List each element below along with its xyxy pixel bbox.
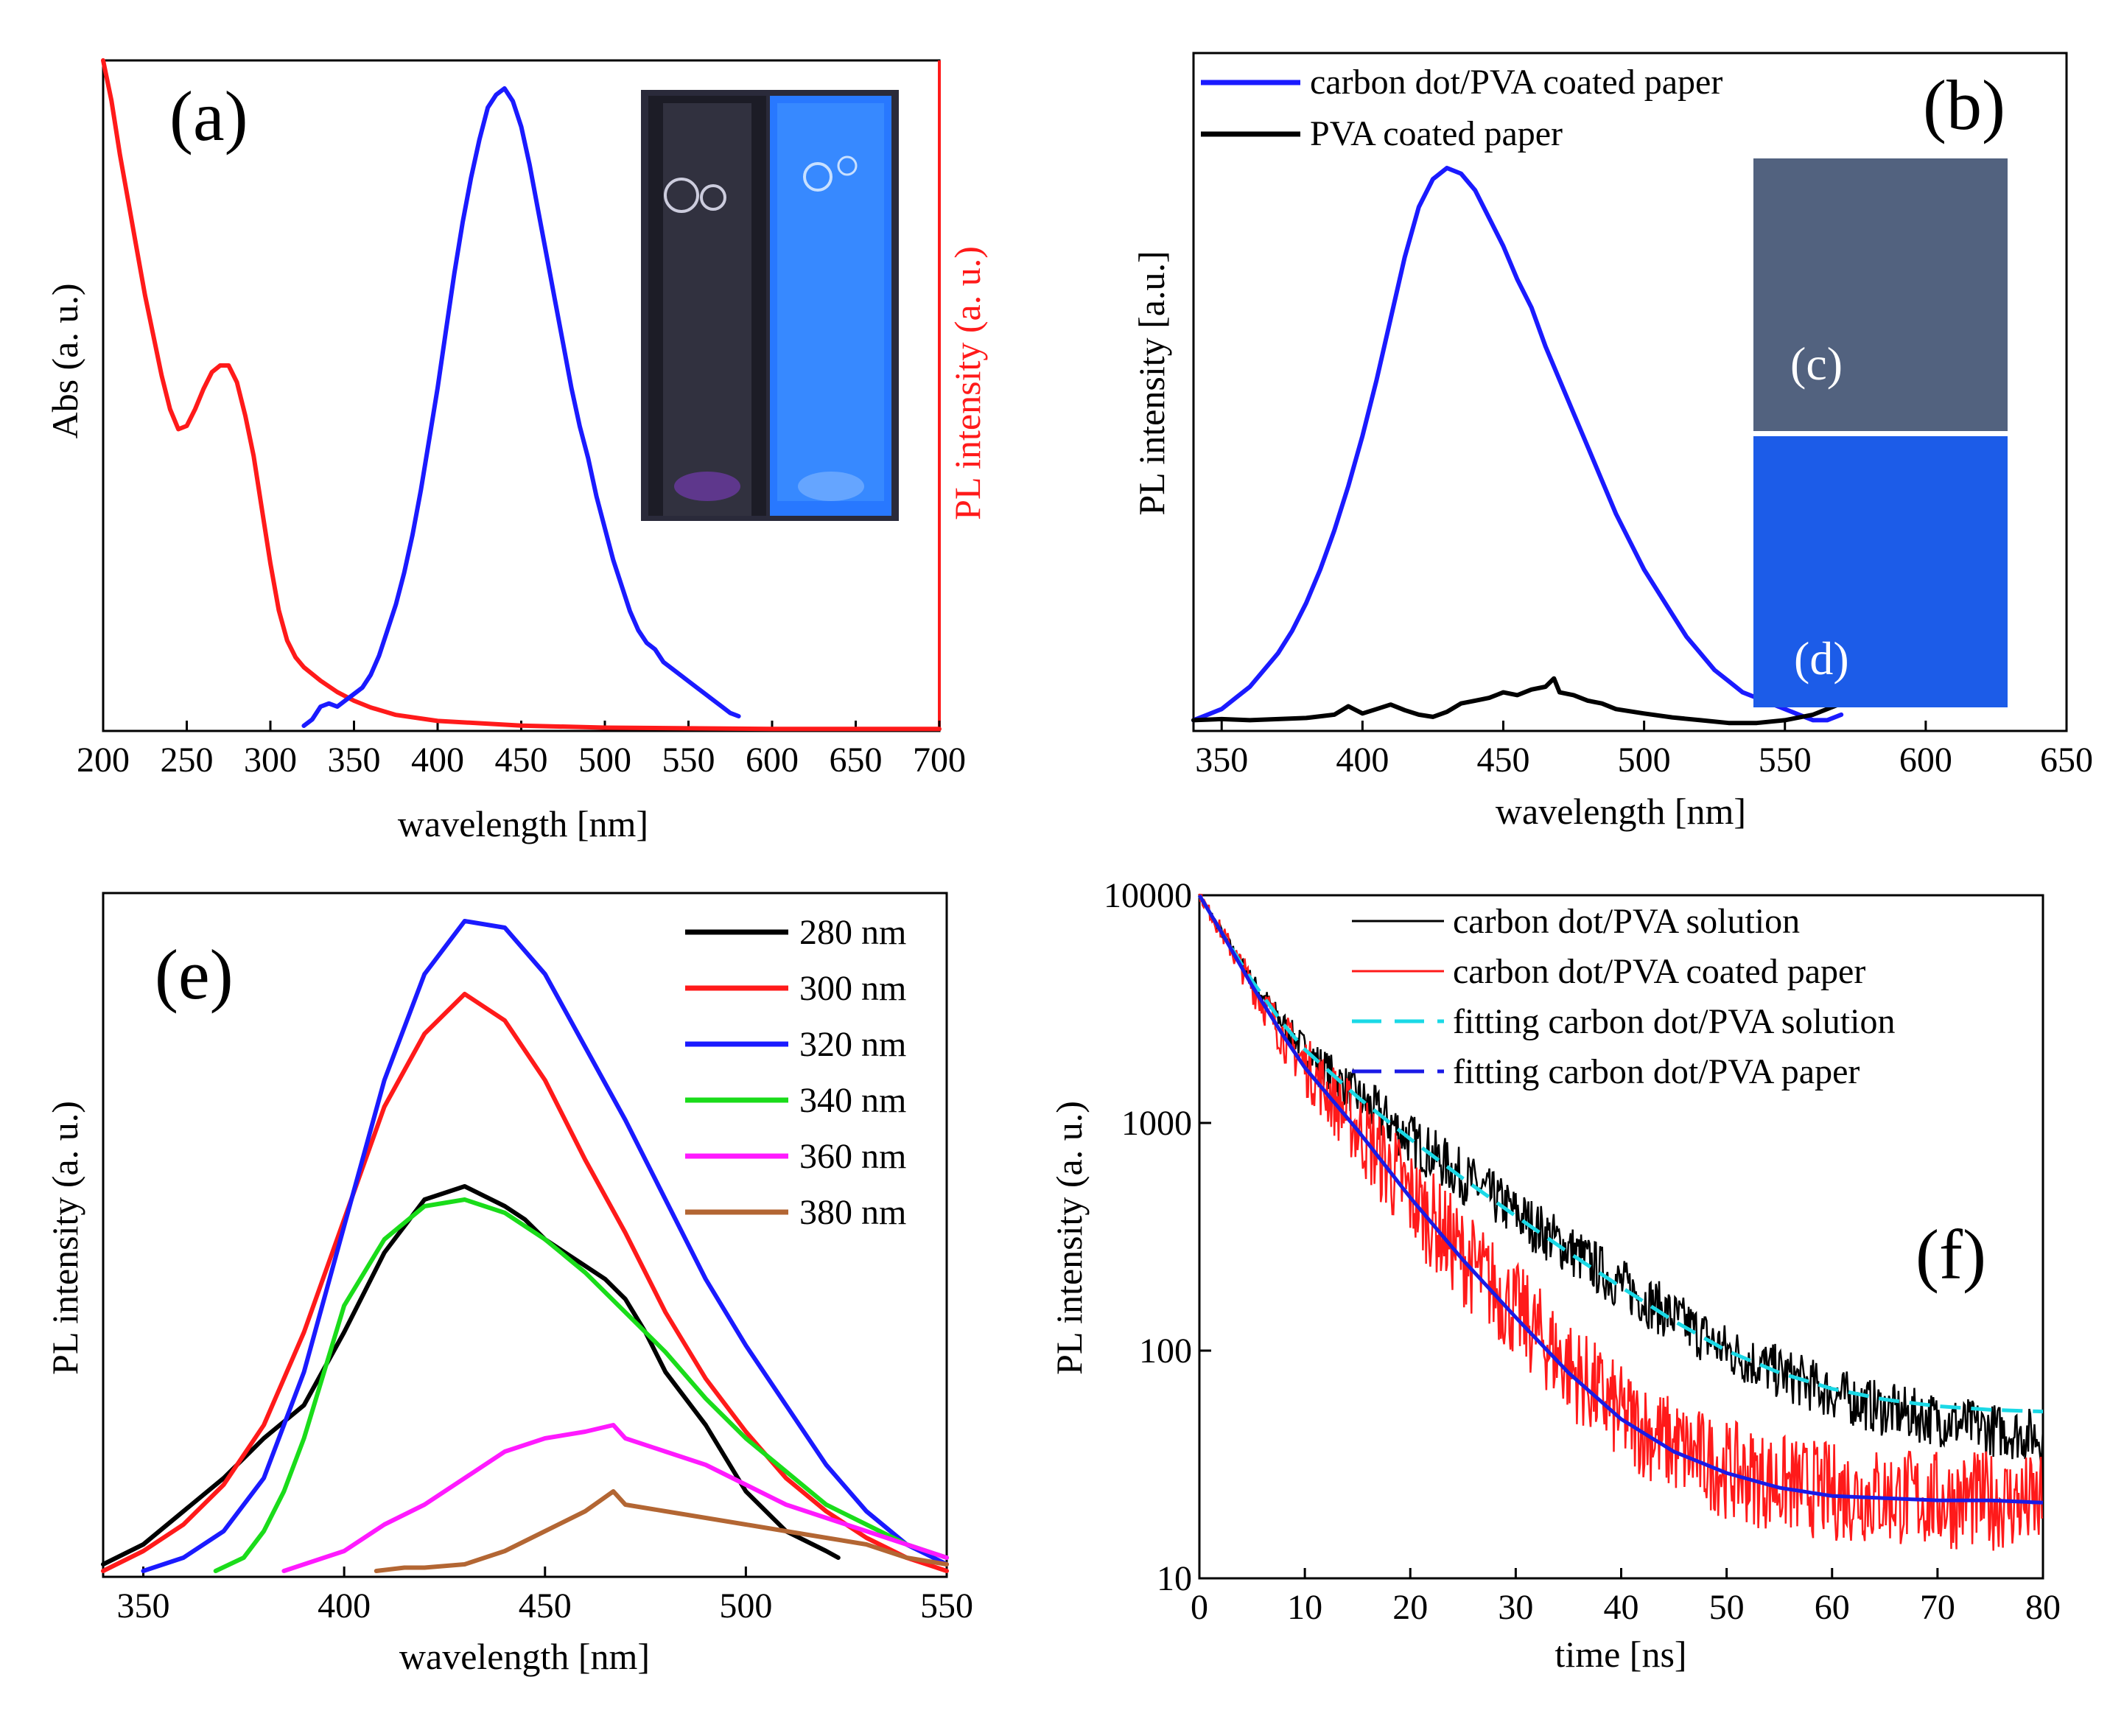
x-tick-label: 350: [328, 741, 381, 780]
x-tick-label: 0: [1191, 1588, 1208, 1627]
panel-b-curves: [1191, 166, 1844, 726]
panel-e-ylabel: PL intensity (a. u.): [44, 1101, 85, 1375]
panel-e-label: (e): [155, 935, 234, 1014]
legend-label-b-1: PVA coated paper: [1310, 114, 1563, 153]
cuvette-photo: [641, 90, 899, 521]
x-tick-label: 500: [719, 1586, 772, 1625]
x-tick-label: 500: [1618, 741, 1671, 780]
panel-f-label: (f): [1916, 1215, 1986, 1294]
panel-f-xlabel: time [ns]: [1555, 1634, 1686, 1675]
x-tick-label: 200: [77, 741, 130, 780]
y-tick-label: 10000: [1104, 876, 1192, 915]
panel-e-curves: [101, 919, 949, 1573]
x-tick-label: 350: [117, 1586, 170, 1625]
y-tick-label: 1000: [1121, 1104, 1192, 1143]
legend-label-f-0: carbon dot/PVA solution: [1453, 902, 1800, 941]
y-tick-label: 100: [1139, 1331, 1192, 1371]
panel-b-legend: carbon dot/PVA coated paper PVA coated p…: [1201, 63, 1722, 153]
panel-f-legend: carbon dot/PVA solution carbon dot/PVA co…: [1352, 902, 1895, 1091]
series-line-e-5: [374, 1489, 949, 1573]
x-tick-label: 550: [1759, 741, 1812, 780]
legend-label-b-0: carbon dot/PVA coated paper: [1310, 63, 1722, 102]
x-tick-label: 500: [578, 741, 631, 780]
panel-f-curves: [1197, 893, 2044, 1551]
panel-b-label: (b): [1923, 66, 2005, 144]
legend-label-f-3: fitting carbon dot/PVA paper: [1453, 1052, 1860, 1091]
series-line-b-1: [1191, 676, 1844, 726]
panel-b-xlabel: wavelength [nm]: [1496, 791, 1746, 832]
panel-a-ylabel-left: Abs (a. u.): [44, 283, 85, 438]
x-tick-label: 400: [1336, 741, 1389, 780]
series-line-b-0: [1191, 166, 1844, 723]
x-tick-label: 700: [913, 741, 966, 780]
legend-label-e-1: 300 nm: [799, 969, 906, 1008]
legend-label-f-2: fitting carbon dot/PVA solution: [1453, 1002, 1895, 1041]
panel-a-ylabel-right: PL intensity (a. u.): [947, 246, 988, 520]
x-tick-label: 600: [746, 741, 799, 780]
x-tick-label: 50: [1709, 1588, 1745, 1627]
series-line-e-0: [101, 1184, 841, 1567]
y-tick-label: 10: [1157, 1559, 1192, 1598]
x-tick-label: 10: [1287, 1588, 1322, 1627]
x-tick-label: 400: [411, 741, 464, 780]
x-tick-label: 250: [161, 741, 214, 780]
panel-a-x-ticks: 200 250 300 350 400 450 500 550 600 650 700: [77, 721, 966, 780]
panel-e-xlabel: wavelength [nm]: [399, 1636, 650, 1677]
legend-label-e-4: 360 nm: [799, 1137, 906, 1176]
legend-label-e-2: 320 nm: [799, 1025, 906, 1064]
legend-label-f-1: carbon dot/PVA coated paper: [1453, 952, 1865, 991]
series-line-pl: [301, 86, 741, 728]
panel-e-frame: [102, 892, 948, 1578]
series-line-e-2: [141, 919, 949, 1573]
x-tick-label: 30: [1498, 1588, 1533, 1627]
x-tick-label: 550: [662, 741, 715, 780]
panel-b-frame: [1192, 52, 2068, 732]
series-line-e-1: [101, 992, 949, 1573]
panel-a-xlabel: wavelength [nm]: [398, 803, 648, 844]
panel-a-label: (a): [169, 77, 248, 155]
series-line-f-2: [1197, 894, 2044, 1414]
x-tick-label: 300: [244, 741, 297, 780]
inset-c-label: (c): [1790, 337, 1843, 390]
panel-b-ylabel: PL intensity [a.u.]: [1131, 251, 1172, 515]
x-tick-label: 20: [1392, 1588, 1428, 1627]
x-tick-label: 650: [830, 741, 883, 780]
x-tick-label: 450: [519, 1586, 572, 1625]
x-tick-label: 350: [1195, 741, 1248, 780]
x-tick-label: 450: [1476, 741, 1529, 780]
x-tick-label: 650: [2040, 741, 2093, 780]
panel-a: 200 250 300 350 400 450 500 550 600 650 700 (a) wa…: [44, 58, 988, 844]
series-line-e-3: [213, 1197, 949, 1573]
legend-label-e-3: 340 nm: [799, 1081, 906, 1120]
paper-photo-d: [1753, 436, 2008, 707]
series-line-f-0: [1198, 894, 2044, 1463]
x-tick-label: 400: [318, 1586, 371, 1625]
x-tick-label: 70: [1920, 1588, 1955, 1627]
series-line-abs: [101, 58, 942, 732]
legend-label-e-5: 380 nm: [799, 1193, 906, 1232]
panel-e-x-ticks: 350 400 450 500 550: [117, 1567, 973, 1625]
series-line-f-3: [1197, 894, 2044, 1505]
x-tick-label: 40: [1604, 1588, 1639, 1627]
panel-e-legend: 280 nm 300 nm 320 nm 340 nm 360 nm 380 nm: [685, 913, 906, 1232]
panel-b-x-ticks: 350 400 450 500 550 600 650: [1195, 721, 2093, 780]
x-tick-label: 550: [920, 1586, 973, 1625]
panel-b: 350 400 450 500 550 600 650 (c) (d) carbon dot…: [1131, 52, 2093, 832]
x-tick-label: 80: [2025, 1588, 2061, 1627]
x-tick-label: 450: [495, 741, 548, 780]
paper-photo-c: [1753, 158, 2008, 431]
x-tick-label: 60: [1815, 1588, 1850, 1627]
panel-a-curves: [101, 58, 942, 732]
x-tick-label: 600: [1899, 741, 1952, 780]
panel-f-ylabel: PL intensity (a. u.): [1048, 1101, 1090, 1375]
panel-e: 350 400 450 500 550 280 nm 300 nm 320 nm 340 nm…: [44, 892, 973, 1677]
series-line-e-4: [281, 1423, 949, 1573]
legend-label-e-0: 280 nm: [799, 913, 906, 952]
inset-d-label: (d): [1794, 632, 1849, 685]
